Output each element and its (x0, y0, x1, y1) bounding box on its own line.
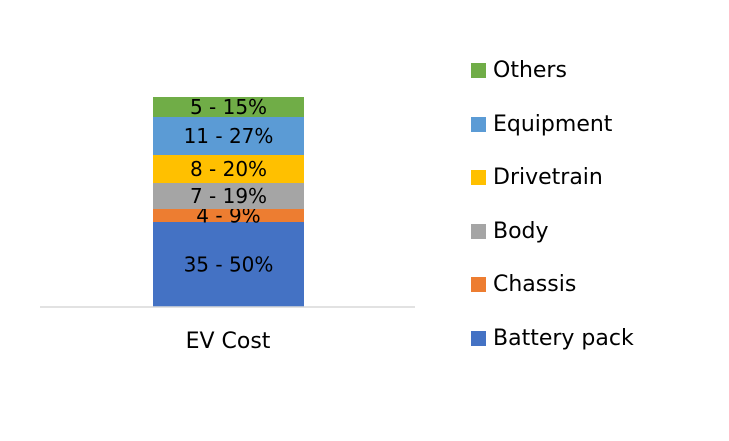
legend-swatch-battery-pack (471, 330, 486, 346)
legend-label-body: Body (493, 218, 549, 244)
legend-label-chassis: Chassis (493, 272, 577, 298)
data-label-drivetrain: 8 - 20% (190, 157, 267, 181)
bar-segment-equipment (153, 117, 304, 155)
legend-label-others: Others (493, 58, 567, 84)
category-label: EV Cost (186, 329, 271, 354)
bar-segment-battery-pack (153, 222, 304, 307)
data-label-body: 7 - 19% (190, 184, 267, 208)
data-label-equipment: 11 - 27% (184, 124, 274, 148)
bar-segment-chassis (153, 209, 304, 222)
legend-item-equipment: Equipment (471, 98, 634, 152)
legend-swatch-body (471, 223, 486, 239)
data-label-battery-pack: 35 - 50% (184, 253, 274, 277)
legend-item-drivetrain: Drivetrain (471, 151, 634, 205)
legend-swatch-drivetrain (471, 170, 486, 186)
bar-stack: 35 - 50%4 - 9%7 - 19%8 - 20%11 - 27%5 - … (153, 95, 304, 307)
legend-item-body: Body (471, 205, 634, 259)
legend-item-chassis: Chassis (471, 258, 634, 312)
legend-swatch-others (471, 63, 486, 79)
legend-label-battery-pack: Battery pack (493, 325, 634, 351)
legend: Others Equipment Drivetrain Body Chassis Batt… (471, 44, 634, 365)
bar-segment-body (153, 183, 304, 209)
legend-swatch-equipment (471, 116, 486, 132)
bar-segment-others (153, 97, 304, 117)
bar-segment-drivetrain (153, 155, 304, 183)
legend-swatch-chassis (471, 277, 486, 293)
legend-item-battery-pack: Battery pack (471, 312, 634, 366)
legend-item-others: Others (471, 44, 634, 98)
data-label-others: 5 - 15% (190, 95, 267, 119)
legend-label-equipment: Equipment (493, 111, 613, 137)
legend-label-drivetrain: Drivetrain (493, 165, 603, 191)
